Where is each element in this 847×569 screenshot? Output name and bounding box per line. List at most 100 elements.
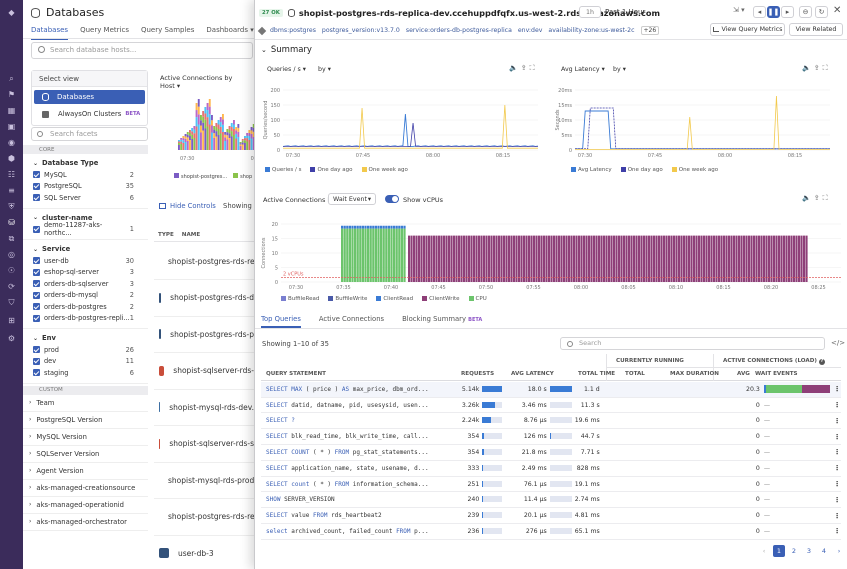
tab-databases[interactable]: Databases	[31, 26, 69, 40]
facet-item[interactable]: prod 26	[33, 344, 140, 356]
custom-facet[interactable]: › aks-managed-creationsource	[23, 480, 148, 497]
integrations-icon[interactable]: ⊞	[8, 316, 15, 325]
monitor-icon[interactable]: ▣	[7, 122, 16, 131]
search-input[interactable]: Search database hosts...	[31, 42, 253, 59]
tab-top-queries[interactable]: Top Queries	[261, 315, 301, 328]
facet-group-header[interactable]: ⌄ cluster-name	[33, 212, 140, 224]
query-statement[interactable]: SELECT blk_read_time, blk_write_time, ca…	[261, 433, 440, 440]
table-row[interactable]: SELECT blk_read_time, blk_write_time, ca…	[261, 429, 841, 445]
checkbox[interactable]	[33, 194, 40, 202]
chart-actions[interactable]: 🔈⇪⛶	[802, 64, 831, 72]
more-tags-button[interactable]: +26	[640, 26, 660, 35]
table-row[interactable]: user-db-3	[154, 535, 254, 569]
checkbox[interactable]	[33, 303, 40, 311]
network-icon[interactable]: ⧉	[8, 234, 15, 243]
checkbox[interactable]	[33, 268, 40, 276]
table-row[interactable]: select archived_count, failed_count FROM…	[261, 524, 841, 540]
zoom-out-icon[interactable]: ⊖	[799, 6, 812, 18]
col-total[interactable]: TOTAL	[625, 371, 645, 377]
security-icon[interactable]: ⛨	[8, 202, 15, 211]
query-statement[interactable]: SELECT MAX ( price ) AS max_price, dbm_o…	[261, 386, 440, 393]
checkbox[interactable]	[33, 346, 40, 354]
table-row[interactable]: shopist-postgres-rds-re	[154, 243, 255, 280]
checkbox[interactable]	[33, 314, 40, 322]
close-icon[interactable]: ✕	[833, 5, 842, 16]
dashboard-icon[interactable]: ▦	[7, 106, 16, 115]
table-row[interactable]: SELECT datid, datname, pid, usesysid, us…	[261, 398, 841, 414]
table-row[interactable]: SELECT count ( * ) FROM information_sche…	[261, 477, 841, 493]
row-menu-icon[interactable]: ⋮	[833, 511, 841, 520]
tab-active-connections[interactable]: Active Connections	[318, 315, 385, 323]
view-related-button[interactable]: View Related	[789, 23, 843, 36]
facet-item[interactable]: orders-db-sqlserver 3	[33, 278, 140, 290]
checkbox[interactable]	[33, 291, 40, 299]
next-icon[interactable]: ▸	[781, 6, 794, 18]
tag-chip[interactable]: service:orders-db-postgres-replica	[405, 27, 512, 34]
page-button[interactable]: 2	[791, 547, 797, 555]
table-row[interactable]: shopist-postgres-rds-p	[154, 316, 254, 353]
code-icon[interactable]: </>	[831, 339, 846, 347]
synthetics-icon[interactable]: ◎	[8, 250, 15, 259]
facet-item[interactable]: staging 6	[33, 367, 140, 379]
tab-dashboards[interactable]: Dashboards ▾	[206, 26, 254, 34]
facet-group-header[interactable]: ⌄ Database Type	[33, 157, 140, 169]
facet-group-header[interactable]: ⌄ Service	[33, 243, 140, 255]
checkbox[interactable]	[33, 257, 40, 265]
database-icon[interactable]: ⛁	[8, 218, 15, 227]
checkbox[interactable]	[33, 171, 40, 179]
wait-event-select[interactable]: Wait Event ▾	[328, 193, 376, 205]
row-menu-icon[interactable]: ⋮	[833, 432, 841, 441]
checkbox[interactable]	[33, 280, 40, 288]
tag-chip[interactable]: postgres_version:v13.7.0	[321, 27, 400, 34]
table-row[interactable]: SELECT value FROM rds_heartbeat2 239 20.1 …	[261, 508, 841, 524]
facet-item[interactable]: user-db 30	[33, 255, 140, 267]
facet-item[interactable]: orders-db-postgres-repli... 1	[33, 313, 140, 325]
custom-facet[interactable]: › aks-managed-operationid	[23, 497, 148, 514]
queries-metric-select[interactable]: Queries / s ▾	[267, 66, 306, 73]
col-avg[interactable]: AVG	[737, 371, 750, 377]
col-requests[interactable]: REQUESTS	[461, 371, 495, 377]
alert-icon[interactable]: ◉	[8, 138, 15, 147]
rocket-icon[interactable]: ⚑	[7, 90, 16, 99]
table-row[interactable]: SELECT application_name, state, usename,…	[261, 461, 841, 477]
refresh-icon[interactable]: ↻	[815, 6, 828, 18]
query-statement[interactable]: SELECT application_name, state, usename,…	[261, 465, 440, 472]
security2-icon[interactable]: ⛉	[8, 298, 15, 307]
table-row[interactable]: SELECT COUNT ( * ) FROM pg_stat_statemen…	[261, 445, 841, 461]
pause-icon[interactable]: ❚❚	[767, 6, 780, 18]
pin-icon[interactable]: ⇲ ▾	[733, 6, 745, 14]
query-statement[interactable]: SELECT value FROM rds_heartbeat2	[261, 512, 440, 519]
tab-query-metrics[interactable]: Query Metrics	[80, 26, 129, 34]
logs-icon[interactable]: ≡	[8, 186, 15, 195]
table-row[interactable]: SHOW SERVER_VERSION 240 11.4 µs 2.74 ms 0— ⋮	[261, 493, 841, 509]
checkbox[interactable]	[33, 369, 40, 377]
row-menu-icon[interactable]: ⋮	[833, 527, 841, 536]
table-row[interactable]: shopist-sqlserver-rds-s	[154, 426, 254, 463]
prev-page-icon[interactable]: ‹	[762, 547, 766, 555]
facet-search-input[interactable]: Search facets	[31, 127, 148, 141]
row-menu-icon[interactable]: ⋮	[833, 464, 841, 473]
query-statement[interactable]: SHOW SERVER_VERSION	[261, 496, 440, 503]
time-shortcut[interactable]: 1h	[579, 6, 601, 18]
query-statement[interactable]: SELECT count ( * ) FROM information_sche…	[261, 481, 440, 488]
tab-query-samples[interactable]: Query Samples	[140, 26, 195, 34]
ci-icon[interactable]: ⟳	[8, 282, 15, 291]
view-alwayson[interactable]: AlwaysOn Clusters BETA	[32, 107, 147, 121]
tag-chip[interactable]: dbms:postgres	[270, 27, 316, 34]
chart-actions[interactable]: 🔈⇪⛶	[509, 64, 538, 72]
dd-logo-icon[interactable]: ◆	[8, 8, 15, 17]
facet-item[interactable]: demo-11287-aks-northc... 1	[33, 221, 140, 237]
apm-icon[interactable]: ⬢	[8, 154, 15, 163]
row-menu-icon[interactable]: ⋮	[833, 416, 841, 425]
queries-by-select[interactable]: by ▾	[318, 66, 331, 73]
query-statement[interactable]: select archived_count, failed_count FROM…	[261, 528, 440, 535]
tag-chip[interactable]: env:dev	[517, 27, 543, 34]
query-statement[interactable]: SELECT COUNT ( * ) FROM pg_stat_statemen…	[261, 449, 440, 456]
latency-metric-select[interactable]: Avg Latency ▾	[561, 66, 605, 73]
facet-item[interactable]: PostgreSQL 35	[33, 181, 140, 193]
col-max-duration[interactable]: MAX DURATION	[670, 371, 719, 377]
table-row[interactable]: shopist-postgres-rds-re	[154, 499, 255, 536]
row-menu-icon[interactable]: ⋮	[833, 385, 841, 394]
col-wait-events[interactable]: WAIT EVENTS	[755, 371, 798, 377]
settings-icon[interactable]: ⚙	[7, 334, 16, 343]
